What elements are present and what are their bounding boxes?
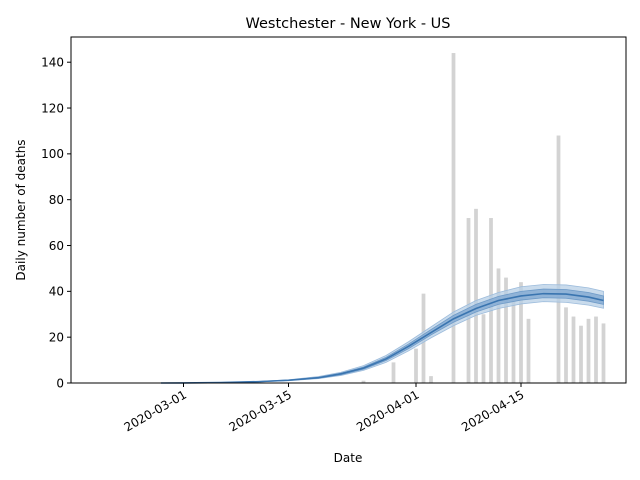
y-axis-label: Daily number of deaths: [14, 139, 28, 280]
y-tick-label-60: 60: [49, 239, 64, 253]
bar-2020-03-29: [391, 362, 396, 383]
bar-2020-04-06: [451, 53, 456, 383]
bar-2020-04-12: [496, 268, 501, 383]
bar-2020-04-24: [586, 318, 591, 383]
fit-line: [160, 292, 604, 384]
y-tick-label-20: 20: [49, 330, 64, 344]
x-axis: 2020-03-01 2020-03-15 2020-04-01 2020-04-15: [122, 383, 527, 434]
x-tick-label-2020-03-01: 2020-03-01: [122, 387, 189, 434]
bar-2020-04-25: [594, 316, 598, 383]
chart-title: Westchester - New York - US: [246, 16, 451, 32]
bar-2020-03-25: [361, 380, 366, 383]
bar-2020-04-08: [466, 218, 471, 383]
bar-2020-04-21: [564, 307, 568, 383]
y-tick-label-100: 100: [41, 147, 64, 161]
bar-2020-04-10: [481, 314, 486, 383]
y-tick-label-140: 140: [41, 56, 64, 70]
bar-2020-04-03: [429, 376, 433, 383]
x-tick-label-2020-03-15: 2020-03-15: [227, 387, 294, 434]
y-tick-label-40: 40: [49, 285, 64, 299]
bar-2020-04-13: [504, 277, 508, 383]
fit-band-outer: [160, 284, 604, 384]
x-tick-label-2020-04-15: 2020-04-15: [459, 387, 526, 434]
y-tick-label-80: 80: [49, 193, 64, 207]
y-axis: 0 20 40 60 80 100 120 140: [41, 56, 71, 390]
x-tick-label-2020-04-01: 2020-04-01: [354, 387, 421, 434]
y-tick-label-0: 0: [56, 376, 64, 390]
bar-2020-04-16: [526, 318, 531, 383]
plot-area: [160, 53, 606, 384]
bar-2020-04-09: [474, 208, 478, 383]
bar-2020-04-23: [579, 325, 583, 383]
bar-2020-04-22: [571, 316, 576, 383]
bar-2020-04-26: [601, 323, 606, 383]
bar-2020-04-14: [511, 300, 516, 383]
y-tick-label-120: 120: [41, 101, 64, 115]
bar-2020-04-20: [556, 135, 561, 383]
plot-frame: [70, 36, 627, 384]
x-axis-label: Date: [334, 451, 363, 465]
bar-2020-04-01: [414, 348, 418, 383]
fit-band-inner: [160, 288, 604, 384]
bar-2020-04-15: [519, 282, 523, 383]
